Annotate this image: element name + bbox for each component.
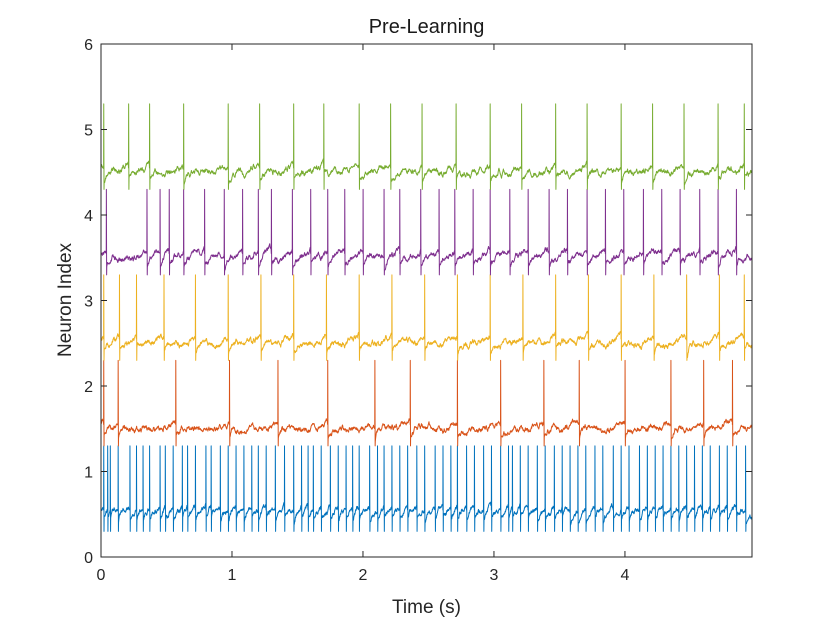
y-tick-label: 5 — [84, 123, 93, 140]
y-tick-label: 3 — [84, 294, 93, 311]
series-line-4 — [100, 188, 753, 276]
y-tick-label: 0 — [84, 550, 93, 567]
chart-title: Pre-Learning — [369, 16, 485, 38]
traces — [100, 103, 753, 532]
series-line-3 — [100, 274, 753, 361]
y-tick-label: 4 — [84, 208, 93, 225]
x-tick-label: 1 — [228, 567, 237, 584]
y-tick-label: 2 — [84, 379, 93, 396]
series-line-5 — [100, 103, 753, 190]
series-line-2 — [100, 359, 753, 447]
x-tick-label: 0 — [97, 567, 106, 584]
y-tick-label: 1 — [84, 465, 93, 482]
x-tick-label: 4 — [620, 567, 629, 584]
plot-area — [101, 44, 752, 557]
axes-box — [100, 43, 753, 558]
y-axis-label: Neuron Index — [55, 242, 76, 357]
y-tick-label: 6 — [84, 37, 93, 54]
x-axis-label: Time (s) — [392, 597, 461, 618]
series-line-1 — [100, 445, 753, 532]
x-tick-label: 2 — [359, 567, 368, 584]
x-tick-label: 3 — [490, 567, 499, 584]
